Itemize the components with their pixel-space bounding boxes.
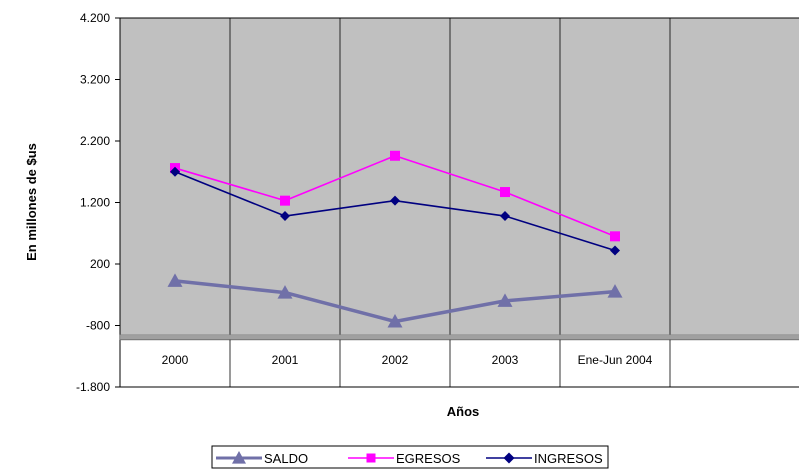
legend-marker — [503, 452, 515, 464]
legend-item: EGRESOS — [348, 451, 461, 466]
series-layer — [167, 150, 623, 328]
y-tick-label: -1.800 — [76, 380, 110, 394]
legend-label: SALDO — [264, 451, 308, 466]
data-point — [277, 285, 293, 299]
x-tick-label: 2003 — [492, 353, 519, 367]
y-tick-label: 4.200 — [80, 11, 110, 25]
data-point — [387, 314, 403, 328]
data-point — [610, 231, 620, 242]
data-point — [607, 284, 623, 298]
category-axis-band — [119, 334, 799, 341]
data-point — [500, 187, 510, 198]
legend-marker — [366, 453, 376, 463]
y-tick-label: 1.200 — [80, 196, 110, 210]
data-point — [500, 211, 510, 222]
data-point — [170, 166, 180, 177]
y-tick-label: 2.200 — [80, 134, 110, 148]
category-label-area — [120, 340, 799, 387]
y-axis-ticks: 4.200 3.200 2.200 1.200 200 -800 -1.800 — [76, 11, 120, 394]
x-axis-title: Años — [447, 404, 480, 419]
legend-item: SALDO — [216, 451, 308, 466]
data-point — [167, 273, 183, 287]
legend: SALDO EGRESOS INGRESOS — [211, 445, 609, 469]
legend-label: INGRESOS — [534, 451, 603, 466]
data-point — [497, 293, 513, 307]
plot-area — [119, 17, 799, 388]
y-tick-label: -800 — [86, 319, 110, 333]
legend-item: INGRESOS — [486, 451, 603, 466]
y-tick-label: 200 — [90, 257, 110, 271]
legend-label: EGRESOS — [396, 451, 461, 466]
series-saldo — [167, 273, 623, 328]
vertical-gridlines — [229, 18, 671, 387]
series-ingresos — [170, 166, 620, 256]
x-tick-label: 2000 — [162, 353, 189, 367]
category-axis: 2000 2001 2002 2003 Ene-Jun 2004 — [119, 334, 799, 387]
data-point — [390, 195, 400, 206]
x-tick-label: 2002 — [382, 353, 409, 367]
data-point — [280, 211, 290, 222]
y-tick-label: 3.200 — [80, 73, 110, 87]
data-point — [390, 150, 400, 161]
legend-marker — [232, 451, 246, 464]
data-point — [280, 195, 290, 206]
x-tick-label: 2001 — [272, 353, 299, 367]
x-tick-label: Ene-Jun 2004 — [578, 353, 653, 367]
data-point — [610, 245, 620, 256]
y-axis-title: En millones de $us — [24, 143, 39, 261]
